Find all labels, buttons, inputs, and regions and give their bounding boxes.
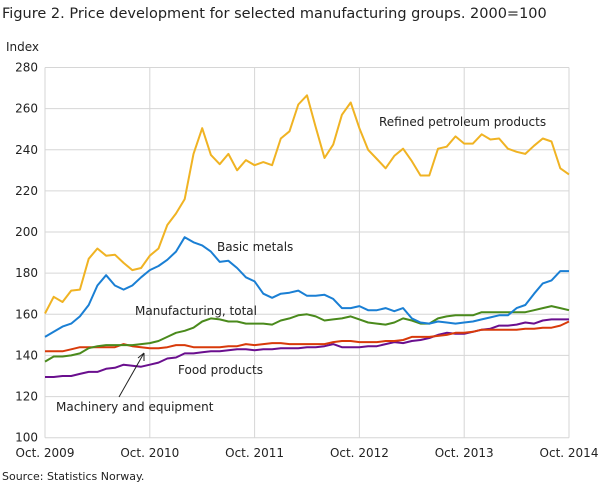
x-tick-label: Oct. 2014 bbox=[540, 446, 599, 460]
arrowhead-icon bbox=[137, 352, 145, 361]
series-line-machinery-and-equipment bbox=[45, 320, 570, 353]
label-machinery-and-equipment: Machinery and equipment bbox=[56, 400, 214, 414]
label-refined-petroleum-products: Refined petroleum products bbox=[379, 115, 546, 129]
y-tick-label: 280 bbox=[15, 61, 38, 75]
label-basic-metals: Basic metals bbox=[217, 240, 293, 254]
y-tick-labels: 100 120 140 160 180 200 220 240 260 280 bbox=[15, 61, 38, 445]
series-lines bbox=[44, 94, 570, 378]
y-tick-label: 140 bbox=[15, 348, 38, 362]
y-tick-label: 100 bbox=[15, 431, 38, 445]
y-tick-label: 220 bbox=[15, 184, 38, 198]
x-tick-label: Oct. 2011 bbox=[225, 446, 284, 460]
y-tick-label: 120 bbox=[15, 390, 38, 404]
x-tick-label: Oct. 2009 bbox=[16, 446, 75, 460]
y-tick-label: 180 bbox=[15, 266, 38, 280]
series-line-basic-metals bbox=[44, 236, 569, 338]
x-tick-label: Oct. 2013 bbox=[435, 446, 494, 460]
x-tick-labels: Oct. 2009 Oct. 2010 Oct. 2011 Oct. 2012 Oct.… bbox=[16, 446, 599, 460]
series-line-manufacturing-total bbox=[44, 305, 570, 363]
chart-title: Figure 2. Price development for selected… bbox=[2, 6, 547, 22]
machinery-arrow bbox=[118, 352, 145, 398]
y-tick-label: 240 bbox=[15, 143, 38, 157]
y-tick-label: 160 bbox=[15, 307, 38, 321]
source-note: Source: Statistics Norway. bbox=[2, 470, 145, 483]
y-tick-label: 260 bbox=[15, 102, 38, 116]
label-food-products: Food products bbox=[178, 363, 263, 377]
series-line-food-products bbox=[45, 318, 569, 378]
y-tick-label: 200 bbox=[15, 225, 38, 239]
x-tick-label: Oct. 2010 bbox=[120, 446, 179, 460]
label-manufacturing-total: Manufacturing, total bbox=[135, 304, 257, 318]
x-tick-label: Oct. 2012 bbox=[330, 446, 389, 460]
series-line-refined-petroleum-products bbox=[44, 94, 570, 314]
y-axis-label: Index bbox=[6, 40, 39, 54]
series-labels: Refined petroleum products Basic metals … bbox=[56, 115, 546, 414]
